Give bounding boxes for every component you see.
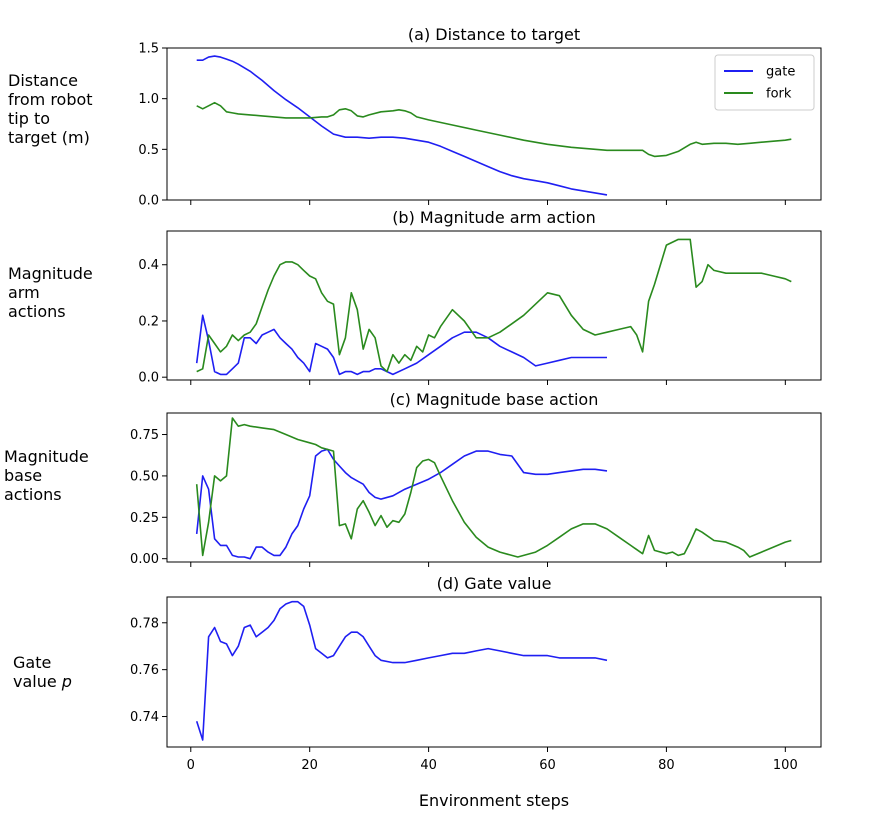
series-line-gate-c	[195, 448, 608, 560]
ytick-label-a-3: 1.5	[138, 42, 159, 57]
xtick-label-1: 20	[301, 758, 318, 773]
ytick-label-a-1: 0.5	[138, 143, 159, 158]
ytick-label-b-1: 0.2	[138, 314, 159, 329]
plot-frame-b	[166, 230, 822, 381]
ytick-label-c-2: 0.50	[130, 469, 159, 484]
legend-label-gate: gate	[766, 65, 795, 80]
ytick-label-a-0: 0.0	[138, 194, 159, 209]
series-line-fork-b	[196, 238, 792, 373]
chart-title-b: (b) Magnitude arm action	[392, 208, 596, 227]
x-axis-label: Environment steps	[419, 791, 569, 810]
plot-frame-a	[166, 47, 822, 201]
xtick-label-3: 60	[539, 758, 556, 773]
chart-title-d: (d) Gate value	[437, 574, 552, 593]
ytick-label-d-0: 0.74	[130, 710, 159, 725]
panel-a: (a) Distance to target 0.0 0.5 1.0 1.5 gate fo…	[138, 25, 822, 209]
legend: gate fork	[714, 54, 815, 111]
ylabel-d: Gate value p	[13, 653, 72, 691]
ylabel-d-text: Gate value	[13, 653, 57, 691]
ylabel-c: Magnitude base actions	[4, 447, 89, 504]
xtick-label-4: 80	[658, 758, 675, 773]
series-line-fork-a	[196, 101, 792, 158]
xtick-label-0: 0	[187, 758, 195, 773]
xtick-label-5: 100	[773, 758, 798, 773]
ylabel-d-symbol: p	[61, 672, 72, 691]
ytick-label-c-1: 0.25	[130, 511, 159, 526]
panel-b: (b) Magnitude arm action 0.0 0.2 0.4	[138, 208, 822, 386]
legend-label-fork: fork	[766, 87, 792, 102]
series-line-gate-a	[196, 55, 608, 196]
plot-frame-d	[166, 596, 822, 748]
ylabel-a: Distance from robot tip to target (m)	[8, 71, 93, 147]
legend-box	[714, 54, 815, 111]
ytick-label-c-0: 0.00	[130, 552, 159, 567]
ytick-label-d-2: 0.78	[130, 616, 159, 631]
ytick-label-d-1: 0.76	[130, 663, 159, 678]
xtick-label-2: 40	[420, 758, 437, 773]
panels: (a) Distance to target 0.0 0.5 1.0 1.5 gate fo…	[130, 25, 822, 810]
ylabel-b: Magnitude arm actions	[8, 264, 93, 321]
series-line-gate-b	[195, 314, 607, 376]
chart-title-a: (a) Distance to target	[408, 25, 580, 44]
plot-frame-c	[166, 412, 822, 563]
panel-c: (c) Magnitude base action 0.00 0.25 0.50 0.7…	[130, 390, 822, 567]
series-line-fork-c	[195, 417, 792, 558]
panel-d: (d) Gate value 0.74 0.76 0.78 0 20 40 60 80 100 En…	[130, 574, 822, 810]
chart-title-c: (c) Magnitude base action	[390, 390, 599, 409]
series-line-gate-d	[195, 600, 608, 741]
ytick-label-a-2: 1.0	[138, 92, 159, 107]
ytick-label-b-0: 0.0	[138, 371, 159, 386]
ytick-label-b-2: 0.4	[138, 258, 159, 273]
ytick-label-c-3: 0.75	[130, 428, 159, 443]
